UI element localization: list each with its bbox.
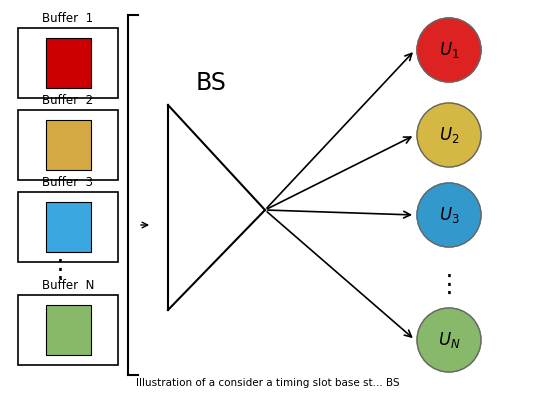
Text: $U_N$: $U_N$ [438,330,460,350]
Bar [18,295,118,365]
Bar [18,110,118,180]
Text: Buffer  3: Buffer 3 [42,176,93,189]
Text: Buffer  1: Buffer 1 [42,12,94,25]
Bar [18,28,118,98]
Text: Buffer  2: Buffer 2 [42,94,94,107]
Text: Buffer  N: Buffer N [42,279,94,292]
Bar [46,305,91,355]
Circle shape [417,103,481,167]
Circle shape [417,183,481,247]
Text: $U_3$: $U_3$ [438,205,459,225]
Circle shape [417,18,481,82]
Bar [46,120,91,170]
Bar [46,202,91,252]
Bar [46,38,91,88]
Circle shape [417,308,481,372]
Text: $U_1$: $U_1$ [439,40,459,60]
Text: $U_2$: $U_2$ [439,125,459,145]
Text: ⋮: ⋮ [436,273,461,297]
Text: Illustration of a consider a timing slot base st... BS: Illustration of a consider a timing slot… [136,378,400,388]
Text: BS: BS [196,71,227,95]
Text: ⋮: ⋮ [48,258,72,282]
Bar [18,192,118,262]
